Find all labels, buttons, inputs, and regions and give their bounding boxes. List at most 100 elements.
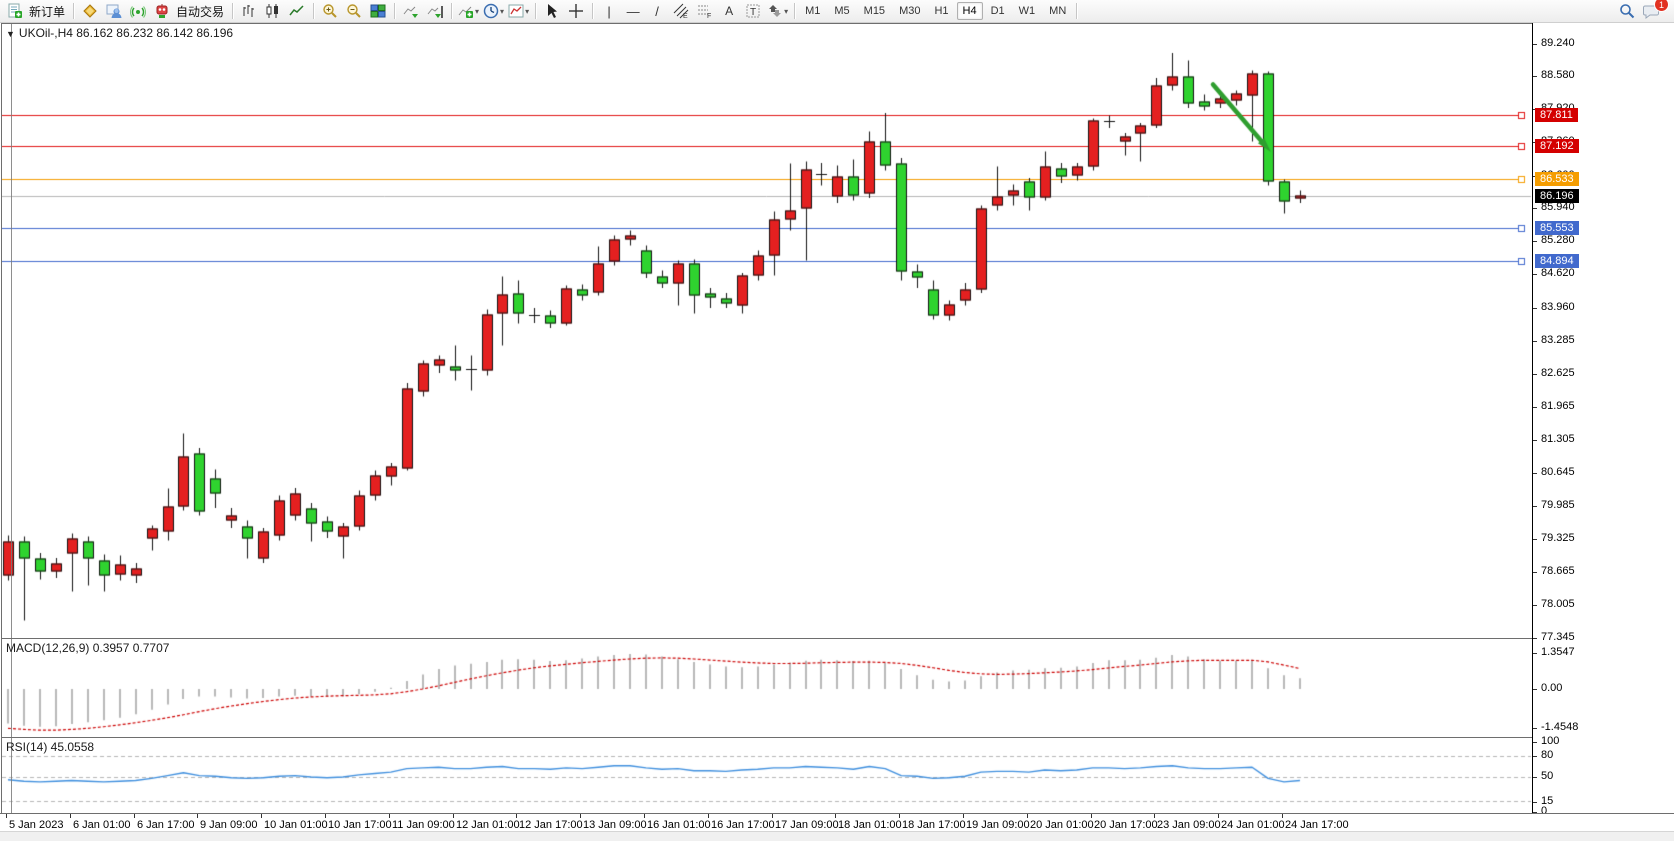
- text-tool[interactable]: A: [717, 1, 741, 21]
- price-tick-label: 81.965: [1541, 400, 1575, 412]
- cursor-button[interactable]: [540, 1, 564, 21]
- timeframe-button-m30[interactable]: M30: [899, 5, 921, 17]
- macd-tick-label: 0.00: [1541, 682, 1563, 694]
- equidistant-channel-tool[interactable]: E: [669, 1, 693, 21]
- text-label-tool[interactable]: T: [741, 1, 765, 21]
- autotrading-label[interactable]: 自动交易: [176, 4, 225, 19]
- notifications-button[interactable]: 1: [1639, 0, 1669, 21]
- line-chart-button[interactable]: [285, 1, 309, 21]
- new-order-icon: [8, 3, 22, 18]
- time-axis-label: 23 Jan 09:00: [1157, 819, 1221, 831]
- timeframe-button-h1[interactable]: H1: [934, 5, 949, 17]
- time-axis-label: 12 Jan 01:00: [456, 819, 520, 831]
- price-chart-canvas[interactable]: [2, 24, 1532, 636]
- arrows-icon: [769, 5, 782, 17]
- crosshair-button[interactable]: [564, 1, 588, 21]
- clock-icon: [483, 3, 499, 19]
- time-tick-mark: [772, 814, 773, 818]
- auto-scroll-button[interactable]: [399, 1, 423, 21]
- add-indicator-icon: [458, 6, 474, 18]
- new-order-button[interactable]: [3, 1, 27, 21]
- signals-icon: [130, 6, 147, 18]
- price-tick-label: 84.620: [1541, 267, 1575, 279]
- axis-tick-mark: [1533, 756, 1537, 757]
- new-order-label[interactable]: 新订单: [29, 4, 66, 19]
- rsi-canvas[interactable]: [2, 738, 1532, 812]
- axis-tick-mark: [1533, 44, 1537, 45]
- timeframe-bar: M1 M5 M15 M30 H1 H4 D1 W1 MN: [799, 2, 1072, 20]
- trendline-tool[interactable]: /: [645, 1, 669, 21]
- price-tick-label: 85.940: [1541, 201, 1575, 213]
- rsi-tick-label: 80: [1541, 749, 1554, 761]
- timeframe-button-d1[interactable]: D1: [990, 5, 1005, 17]
- macd-canvas[interactable]: [2, 639, 1532, 736]
- horizontal-line-tool[interactable]: —: [621, 1, 645, 21]
- current-price-badge: 86.196: [1535, 189, 1579, 203]
- axis-tick-mark: [1533, 440, 1537, 441]
- status-strip: [0, 831, 1674, 841]
- chart-shift-button[interactable]: [423, 1, 447, 21]
- price-axis[interactable]: 89.24088.58087.92087.26086.60085.94085.2…: [1532, 23, 1674, 817]
- macd-tick-label: 1.3547: [1541, 646, 1575, 658]
- timeframe-button-mn[interactable]: MN: [1049, 5, 1067, 17]
- quotes-button[interactable]: [78, 1, 102, 21]
- community-button[interactable]: [102, 1, 126, 21]
- svg-text:F: F: [707, 13, 711, 19]
- search-button[interactable]: [1615, 1, 1639, 21]
- text-icon: A: [725, 4, 734, 18]
- vertical-line-tool[interactable]: |: [597, 1, 621, 21]
- time-tick-mark: [835, 814, 836, 818]
- timeframe-button-w1[interactable]: W1: [1018, 5, 1036, 17]
- text-label-icon: T: [746, 4, 760, 18]
- signals-button[interactable]: [126, 1, 150, 21]
- axis-tick-mark: [1533, 308, 1537, 309]
- autotrading-robot-icon: [156, 4, 168, 18]
- fibonacci-tool[interactable]: F: [693, 1, 717, 21]
- timeframe-button-m15[interactable]: M15: [863, 5, 886, 17]
- periods-button[interactable]: ▾: [481, 1, 506, 21]
- timeframe-button-m5[interactable]: M5: [834, 5, 850, 17]
- zoom-out-button[interactable]: [342, 1, 366, 21]
- arrows-tool[interactable]: ▾: [765, 1, 790, 21]
- time-axis-label: 24 Jan 01:00: [1221, 819, 1285, 831]
- search-icon: [1620, 4, 1635, 19]
- axis-tick-mark: [1533, 473, 1537, 474]
- timeframe-button-h4[interactable]: H4: [956, 2, 983, 20]
- chart-window: ▼ UKOil-,H4 86.162 86.232 86.142 86.196 M…: [0, 23, 1674, 842]
- horizontal-line-icon: —: [626, 3, 640, 19]
- profile-person-icon: [106, 4, 122, 18]
- svg-text:E: E: [683, 13, 688, 19]
- vertical-line-icon: |: [607, 3, 611, 19]
- bar-chart-icon: [243, 5, 255, 17]
- time-tick-mark: [516, 814, 517, 818]
- chart-dropdown-icon[interactable]: ▼: [6, 29, 15, 39]
- tile-windows-button[interactable]: [366, 1, 390, 21]
- toolbar-separator: [73, 3, 75, 19]
- templates-button[interactable]: ▾: [506, 1, 531, 21]
- candlestick-chart-button[interactable]: [261, 1, 285, 21]
- rsi-tick-label: 100: [1541, 735, 1560, 747]
- notification-badge: 1: [1654, 0, 1669, 12]
- toolbar-separator: [394, 3, 396, 19]
- time-axis-label: 12 Jan 17:00: [519, 819, 583, 831]
- time-tick-mark: [134, 814, 135, 818]
- time-axis-label: 17 Jan 09:00: [775, 819, 839, 831]
- zoom-in-button[interactable]: [318, 1, 342, 21]
- axis-tick-mark: [1533, 539, 1537, 540]
- autotrading-button[interactable]: [150, 1, 174, 21]
- panel-left-border: [11, 639, 12, 738]
- timeframe-button-m1[interactable]: M1: [805, 5, 821, 17]
- price-tick-label: 89.240: [1541, 37, 1575, 49]
- indicators-button[interactable]: ▾: [456, 1, 481, 21]
- time-tick-mark: [453, 814, 454, 818]
- axis-tick-mark: [1533, 777, 1537, 778]
- fibonacci-icon: F: [698, 5, 711, 19]
- axis-tick-mark: [1533, 812, 1537, 813]
- bar-chart-button[interactable]: [237, 1, 261, 21]
- time-tick-mark: [325, 814, 326, 818]
- time-axis-label: 16 Jan 17:00: [711, 819, 775, 831]
- axis-tick-mark: [1533, 802, 1537, 803]
- toolbar-separator: [535, 3, 537, 19]
- time-axis-label: 18 Jan 01:00: [838, 819, 902, 831]
- time-tick-mark: [1154, 814, 1155, 818]
